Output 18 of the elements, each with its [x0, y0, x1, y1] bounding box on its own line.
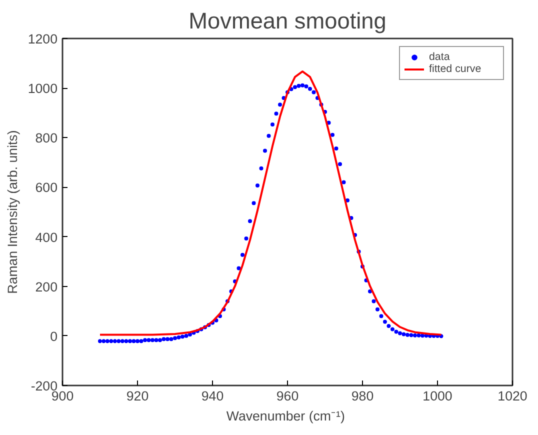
y-tick-label: 800 — [35, 130, 58, 146]
y-axis-title: Raman Intensity (arb. units) — [4, 130, 20, 294]
legend-label: fitted curve — [429, 63, 482, 75]
x-tick-label: 980 — [351, 388, 374, 404]
x-tick-label: 1020 — [498, 388, 528, 404]
legend-label: data — [429, 51, 451, 63]
y-tick-label: 200 — [35, 279, 58, 294]
chart-title: Movmean smooting — [188, 8, 386, 34]
y-tick-label: 400 — [35, 230, 58, 245]
x-tick-label: 1000 — [422, 388, 452, 404]
x-tick-label: 940 — [201, 388, 224, 404]
x-tick-label: 960 — [276, 388, 299, 404]
y-tick-label: 0 — [50, 328, 58, 344]
y-tick-label: 600 — [35, 180, 58, 196]
y-tick-label: 1000 — [28, 81, 58, 96]
x-axis-title: Wavenumber (cm⁻¹) — [226, 408, 345, 424]
x-tick-label: 920 — [126, 388, 149, 404]
y-tick-label: 1200 — [28, 32, 58, 46]
